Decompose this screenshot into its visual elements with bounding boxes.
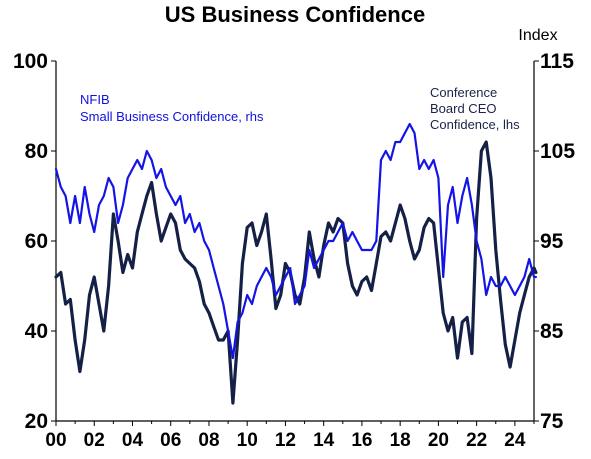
x-tick-label: 10: [237, 430, 258, 451]
x-tick-label: 04: [122, 430, 144, 451]
ticks: 20 40 60 80 100 75 85 95 105 115 00 02 04 06 08 10 12 14 1…: [13, 50, 575, 451]
right-tick-label: 85: [540, 320, 564, 343]
x-tick-label: 08: [198, 430, 219, 451]
x-tick-label: 20: [428, 430, 449, 451]
series-layer: [54, 122, 538, 405]
left-tick-label: 40: [25, 320, 48, 343]
x-tick-label: 24: [504, 430, 526, 451]
ceo-label-line: Conference: [430, 85, 497, 100]
series-labels: NFIB Small Business Confidence, rhs Confer…: [80, 85, 520, 132]
ceo-label-line: Confidence, lhs: [430, 117, 520, 132]
right-axis-unit: Index: [518, 27, 557, 44]
right-tick-label: 75: [540, 410, 564, 433]
x-tick-label: 14: [313, 430, 335, 451]
x-tick-label: 18: [390, 430, 411, 451]
left-tick-label: 100: [13, 50, 48, 73]
right-tick-label: 115: [540, 50, 574, 73]
chart-title: US Business Confidence: [165, 2, 425, 27]
x-tick-label: 02: [84, 430, 105, 451]
x-tick-label: 16: [351, 430, 372, 451]
left-tick-label: 60: [25, 230, 48, 253]
right-tick-label: 95: [540, 230, 564, 253]
ceo-label-line: Board CEO: [430, 101, 496, 116]
right-tick-label: 105: [540, 140, 575, 163]
x-tick-label: 12: [275, 430, 296, 451]
left-tick-label: 80: [25, 140, 48, 163]
nfib-confidence-line: [54, 122, 537, 360]
left-tick-label: 20: [25, 410, 48, 433]
x-tick-label: 06: [160, 430, 181, 451]
x-tick-label: 00: [45, 430, 66, 451]
nfib-label-line: NFIB: [80, 92, 110, 107]
nfib-label-line: Small Business Confidence, rhs: [80, 109, 264, 124]
x-tick-label: 22: [466, 430, 487, 451]
